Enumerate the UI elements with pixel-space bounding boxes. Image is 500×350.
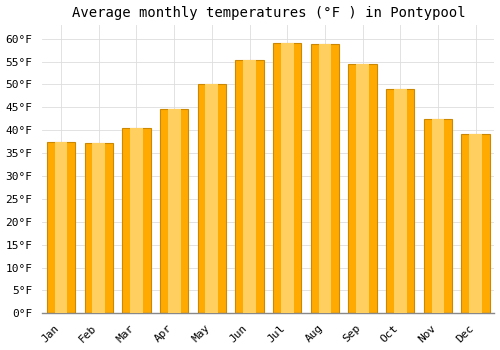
Bar xyxy=(462,134,489,313)
Bar xyxy=(281,43,293,313)
Bar xyxy=(311,44,339,313)
Bar xyxy=(168,109,180,313)
Bar xyxy=(198,84,226,313)
Bar xyxy=(243,60,256,313)
Bar xyxy=(348,64,376,313)
Bar xyxy=(206,84,218,313)
Bar xyxy=(84,143,113,313)
Bar xyxy=(356,64,369,313)
Bar xyxy=(55,142,68,313)
Bar xyxy=(432,119,444,313)
Bar xyxy=(130,128,143,313)
Bar xyxy=(273,43,302,313)
Bar xyxy=(424,119,452,313)
Bar xyxy=(122,128,150,313)
Bar xyxy=(469,134,482,313)
Bar xyxy=(318,44,331,313)
Bar xyxy=(92,143,105,313)
Bar xyxy=(394,89,406,313)
Bar xyxy=(236,60,264,313)
Bar xyxy=(47,142,75,313)
Bar xyxy=(160,109,188,313)
Title: Average monthly temperatures (°F ) in Pontypool: Average monthly temperatures (°F ) in Po… xyxy=(72,6,465,20)
Bar xyxy=(386,89,414,313)
